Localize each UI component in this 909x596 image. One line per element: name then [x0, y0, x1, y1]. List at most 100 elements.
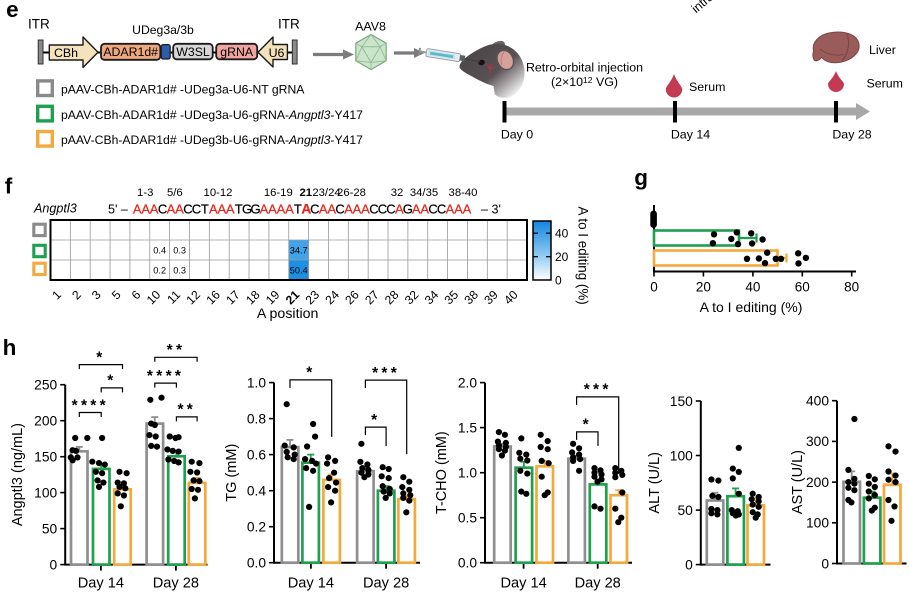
svg-text:1.5: 1.5: [458, 420, 478, 435]
svg-text:50: 50: [42, 521, 58, 536]
svg-text:1.0: 1.0: [458, 466, 478, 481]
svg-text:C: C: [378, 202, 387, 217]
svg-text:G: G: [251, 202, 261, 217]
svg-text:U6: U6: [269, 46, 285, 60]
svg-text:C: C: [158, 202, 167, 217]
svg-text:A to I editing (%): A to I editing (%): [700, 299, 803, 315]
svg-text:A: A: [319, 202, 328, 217]
svg-text:20: 20: [696, 279, 711, 294]
svg-text:200: 200: [806, 475, 829, 490]
svg-text:Day 28: Day 28: [153, 575, 199, 591]
svg-text:C: C: [428, 202, 437, 217]
svg-text:AAV8: AAV8: [355, 20, 386, 34]
svg-text:*: *: [371, 412, 380, 429]
svg-text:pAAV-CBh-ADAR1d# -UDeg3a-U6-gR: pAAV-CBh-ADAR1d# -UDeg3a-U6-gRNA-Angptl3…: [61, 108, 363, 122]
svg-text:**: **: [177, 402, 196, 419]
svg-text:A: A: [285, 202, 294, 217]
svg-text:80: 80: [844, 279, 859, 294]
svg-text:0.6: 0.6: [247, 447, 267, 462]
svg-text:G: G: [242, 202, 252, 217]
svg-text:f: f: [5, 174, 13, 199]
svg-text:26-28: 26-28: [337, 187, 366, 199]
svg-text:38-40: 38-40: [449, 187, 478, 199]
svg-text:16-19: 16-19: [264, 187, 293, 199]
svg-text:21: 21: [300, 187, 313, 199]
svg-text:T: T: [294, 202, 302, 217]
svg-text:A: A: [412, 202, 421, 217]
svg-text:0.3: 0.3: [173, 246, 186, 256]
svg-text:Day 28: Day 28: [832, 128, 871, 142]
svg-text:C: C: [386, 202, 395, 217]
svg-text:*: *: [107, 373, 116, 390]
svg-text:400: 400: [806, 394, 829, 409]
svg-text:Day 0: Day 0: [501, 128, 533, 142]
svg-text:C: C: [183, 202, 192, 217]
svg-text:pAAV-CBh-ADAR1d# -UDeg3a-U6-NT: pAAV-CBh-ADAR1d# -UDeg3a-U6-NT gRNA: [61, 82, 305, 96]
svg-text:0: 0: [50, 557, 58, 572]
svg-text:250: 250: [34, 378, 57, 393]
svg-text:A: A: [361, 202, 370, 217]
svg-text:100: 100: [806, 516, 829, 531]
svg-text:TG (mM): TG (mM): [224, 444, 240, 502]
svg-text:***: ***: [372, 365, 400, 382]
svg-text:300: 300: [806, 434, 829, 449]
svg-text:A position: A position: [257, 306, 319, 322]
svg-text:5/6: 5/6: [167, 187, 183, 199]
svg-text:0.3: 0.3: [173, 266, 186, 276]
svg-text:A: A: [395, 202, 404, 217]
svg-text:A: A: [344, 202, 353, 217]
svg-text:100: 100: [34, 485, 57, 500]
svg-text:**: **: [167, 342, 186, 359]
svg-text:0.2: 0.2: [153, 266, 166, 276]
svg-text:0: 0: [650, 279, 658, 294]
svg-text:G: G: [403, 202, 413, 217]
svg-text:ITR: ITR: [28, 16, 50, 31]
svg-text:h: h: [3, 335, 17, 360]
svg-text:A: A: [268, 202, 277, 217]
svg-text:50: 50: [677, 503, 693, 518]
svg-text:0.0: 0.0: [247, 556, 267, 571]
svg-text:100: 100: [670, 448, 693, 463]
svg-text:T: T: [235, 202, 243, 217]
svg-text:gRNA: gRNA: [220, 45, 254, 59]
svg-text:A: A: [260, 202, 269, 217]
svg-text:0.4: 0.4: [247, 484, 267, 499]
svg-text:g: g: [634, 165, 648, 190]
svg-text:****: ****: [147, 368, 184, 385]
svg-text:A: A: [353, 202, 362, 217]
svg-text:A: A: [301, 202, 311, 217]
svg-text:40: 40: [745, 279, 760, 294]
svg-text:C: C: [192, 202, 201, 217]
svg-text:***: ***: [584, 382, 612, 399]
svg-text:A: A: [277, 202, 286, 217]
svg-text:A: A: [167, 202, 176, 217]
svg-text:ADAR1d#: ADAR1d#: [103, 45, 158, 59]
svg-text:A: A: [420, 202, 429, 217]
svg-text:Retro-orbital injection: Retro-orbital injection: [526, 61, 643, 75]
svg-text:Day 14: Day 14: [288, 575, 334, 591]
svg-text:60: 60: [795, 279, 810, 294]
svg-text:2.0: 2.0: [458, 375, 478, 390]
svg-text:10-12: 10-12: [204, 187, 233, 199]
svg-text:Day 14: Day 14: [671, 128, 710, 142]
svg-text:C: C: [310, 202, 319, 217]
svg-text:ALT (U/L): ALT (U/L): [647, 452, 663, 514]
svg-text:A: A: [217, 202, 226, 217]
svg-text:*: *: [96, 349, 105, 366]
svg-text:A: A: [209, 202, 218, 217]
svg-text:A: A: [463, 202, 472, 217]
svg-text:C: C: [369, 202, 378, 217]
svg-text:200: 200: [34, 414, 57, 429]
svg-text:A: A: [446, 202, 455, 217]
svg-text:A: A: [141, 202, 150, 217]
svg-text:40: 40: [555, 227, 569, 241]
svg-text:0.8: 0.8: [247, 411, 267, 426]
svg-text:34.7: 34.7: [290, 246, 308, 256]
svg-text:****: ****: [72, 397, 109, 414]
svg-text:A: A: [327, 202, 336, 217]
svg-text:A: A: [133, 202, 142, 217]
svg-text:Serum: Serum: [867, 77, 904, 91]
svg-text:1.0: 1.0: [247, 375, 267, 390]
svg-text:*: *: [306, 365, 315, 382]
svg-text:Day 14: Day 14: [500, 575, 546, 591]
